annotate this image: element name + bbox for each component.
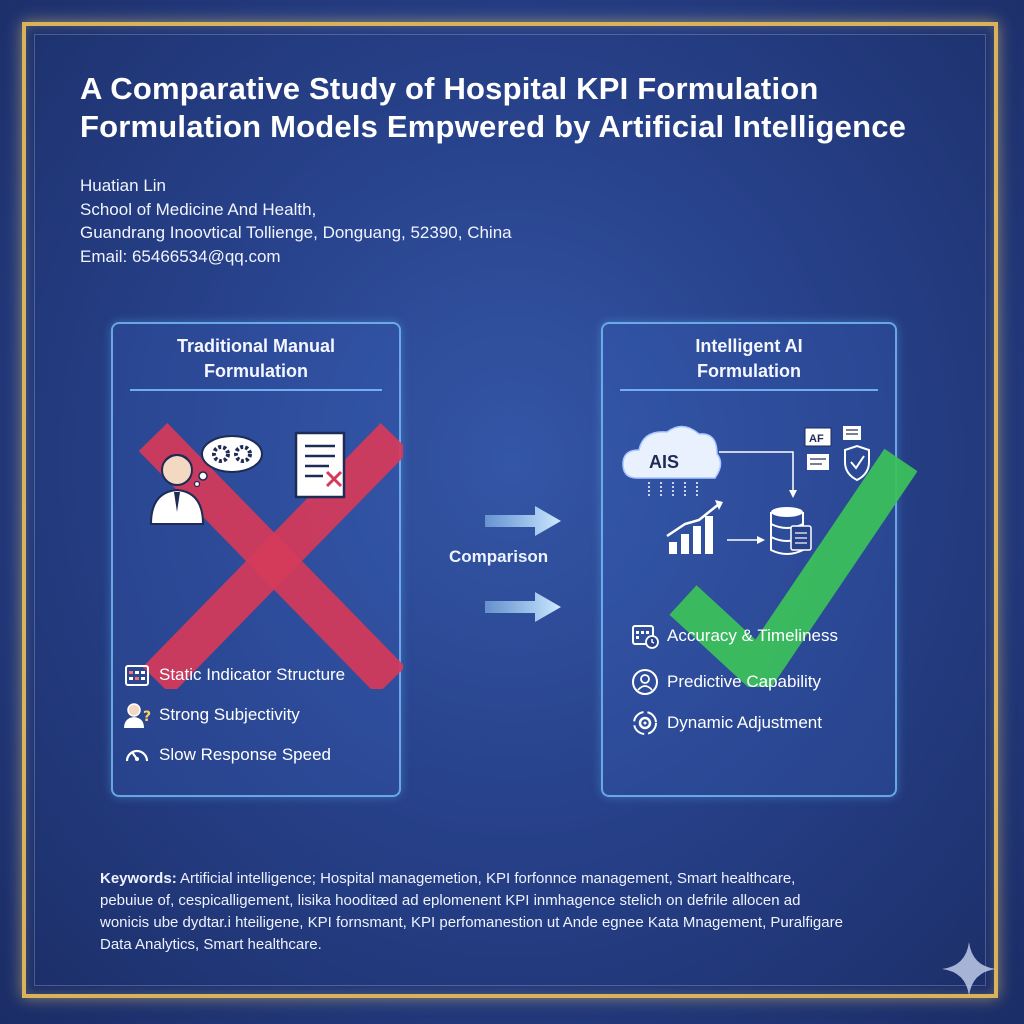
keywords-block: Keywords: Artificial intelligence; Hospi… bbox=[100, 868, 950, 956]
traditional-title-line-2: Formulation bbox=[204, 361, 308, 381]
ai-divider bbox=[620, 389, 878, 391]
feature-dynamic: Dynamic Adjustment bbox=[631, 709, 822, 737]
gear-cycle-icon bbox=[631, 709, 659, 737]
person-question-icon: ? bbox=[123, 701, 151, 729]
green-check-mark bbox=[669, 448, 917, 687]
calendar-clock-icon bbox=[631, 622, 659, 650]
keywords-text: Artificial intelligence; Hospital manage… bbox=[176, 870, 796, 887]
arrow-right-icon bbox=[485, 506, 561, 536]
rejected-document-icon bbox=[294, 431, 346, 499]
keywords-line-1: Keywords: Artificial intelligence; Hospi… bbox=[100, 868, 950, 890]
ai-panel: Intelligent AI Formulation AIS bbox=[601, 322, 917, 797]
feature-label: Strong Subjectivity bbox=[159, 705, 300, 724]
keywords-label: Keywords: bbox=[100, 870, 177, 887]
ai-title-line-2: Formulation bbox=[697, 361, 801, 381]
author-block: Huatian Lin School of Medicine And Healt… bbox=[80, 174, 512, 268]
feature-label: Dynamic Adjustment bbox=[667, 713, 822, 732]
author-affiliation: School of Medicine And Health, bbox=[80, 199, 317, 219]
comparison-label: Comparison bbox=[449, 547, 549, 566]
author-institution: Guandrang Inoovtical Tollienge, Donguang… bbox=[80, 223, 512, 242]
person-thinking-icon bbox=[149, 435, 263, 525]
keywords-line-4: Data Analytics, Smart healthcare. bbox=[100, 936, 322, 953]
ai-data-flow-icon: AIS bbox=[622, 425, 812, 555]
page-title: A Comparative Study of Hospital KPI Form… bbox=[80, 70, 980, 146]
author-name: Huatian Lin bbox=[80, 176, 167, 195]
author-email: Email: 65466534@qq.com bbox=[80, 246, 281, 266]
feature-label: Predictive Capability bbox=[667, 672, 822, 691]
feature-accuracy: Accuracy & Timeliness bbox=[631, 622, 838, 650]
traditional-divider bbox=[130, 389, 382, 391]
keywords-line-2: pebuiue of, cespicalligement, lisika hoo… bbox=[100, 892, 801, 909]
feature-label: Slow Response Speed bbox=[159, 745, 332, 764]
arrow-right-icon bbox=[485, 592, 561, 622]
feature-slow-response: Slow Response Speed bbox=[123, 741, 331, 769]
feature-label: Static Indicator Structure bbox=[159, 665, 346, 684]
ai-panel-title: Intelligent AI Formulation bbox=[603, 334, 895, 384]
feature-subjectivity: ? Strong Subjectivity bbox=[123, 701, 300, 729]
keywords-line-3: wonicis ube dydtar.i hteiligene, KPI for… bbox=[100, 914, 843, 931]
traditional-panel-title: Traditional Manual Formulation bbox=[113, 334, 399, 384]
red-cross-mark bbox=[138, 423, 403, 689]
doc-label: AF bbox=[809, 433, 824, 445]
ai-title-line-1: Intelligent AI bbox=[695, 336, 803, 356]
title-line-1: A Comparative Study of Hospital KPI Form… bbox=[80, 71, 819, 106]
inner-frame bbox=[34, 34, 986, 986]
svg-text:?: ? bbox=[143, 709, 151, 725]
title-line-2: Formulation Models Empwered by Artificia… bbox=[80, 109, 907, 144]
traditional-panel: Traditional Manual Formulation Static In… bbox=[111, 322, 403, 797]
feature-predictive: Predictive Capability bbox=[631, 668, 821, 696]
cloud-label: AIS bbox=[649, 452, 679, 472]
report-shield-icon: AF bbox=[804, 426, 870, 482]
traditional-title-line-1: Traditional Manual bbox=[176, 336, 336, 356]
sparkle-icon bbox=[942, 942, 996, 996]
person-target-icon bbox=[631, 668, 659, 696]
gold-frame bbox=[22, 22, 998, 998]
feature-label: Accuracy & Timeliness bbox=[667, 626, 838, 645]
speedometer-icon bbox=[123, 741, 151, 769]
feature-static-indicator: Static Indicator Structure bbox=[123, 661, 345, 689]
calendar-grid-icon bbox=[123, 661, 151, 689]
